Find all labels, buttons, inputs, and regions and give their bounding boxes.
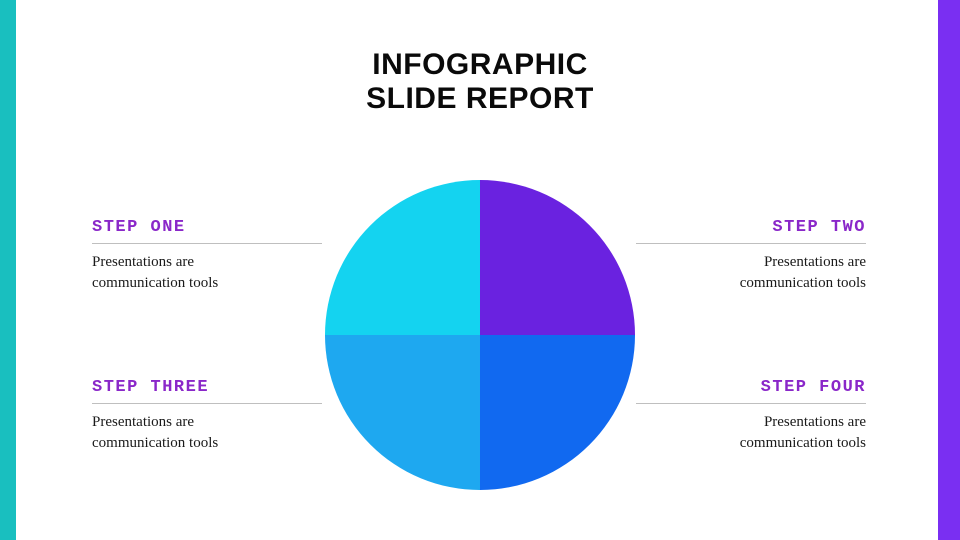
step-two-label: STEP TWO [636, 218, 866, 237]
pie-quadrant-bottom-right [480, 335, 635, 490]
step-one-body-line2: communication tools [92, 275, 218, 291]
step-four-divider [636, 403, 866, 404]
step-three-divider [92, 403, 322, 404]
step-two: STEP TWO Presentations are communication… [636, 218, 866, 294]
step-two-divider [636, 243, 866, 244]
step-one-divider [92, 243, 322, 244]
step-one-body-line1: Presentations are [92, 254, 194, 270]
step-four: STEP FOUR Presentations are communicatio… [636, 378, 866, 454]
slide-title: INFOGRAPHIC SLIDE REPORT [0, 48, 960, 115]
slide-title-line2: SLIDE REPORT [0, 82, 960, 116]
step-one-body: Presentations are communication tools [92, 252, 322, 294]
pie-chart [325, 180, 635, 490]
step-three-body: Presentations are communication tools [92, 412, 322, 454]
step-three-body-line1: Presentations are [92, 414, 194, 430]
step-two-body-line1: Presentations are [764, 254, 866, 270]
step-three-body-line2: communication tools [92, 435, 218, 451]
step-three: STEP THREE Presentations are communicati… [92, 378, 322, 454]
step-one: STEP ONE Presentations are communication… [92, 218, 322, 294]
pie-quadrant-bottom-left [325, 335, 480, 490]
step-one-label: STEP ONE [92, 218, 322, 237]
pie-quadrant-top-right [480, 180, 635, 335]
step-four-body: Presentations are communication tools [636, 412, 866, 454]
step-four-label: STEP FOUR [636, 378, 866, 397]
pie-quadrant-top-left [325, 180, 480, 335]
step-two-body-line2: communication tools [740, 275, 866, 291]
step-two-body: Presentations are communication tools [636, 252, 866, 294]
slide-title-line1: INFOGRAPHIC [0, 48, 960, 82]
step-three-label: STEP THREE [92, 378, 322, 397]
step-four-body-line2: communication tools [740, 435, 866, 451]
step-four-body-line1: Presentations are [764, 414, 866, 430]
